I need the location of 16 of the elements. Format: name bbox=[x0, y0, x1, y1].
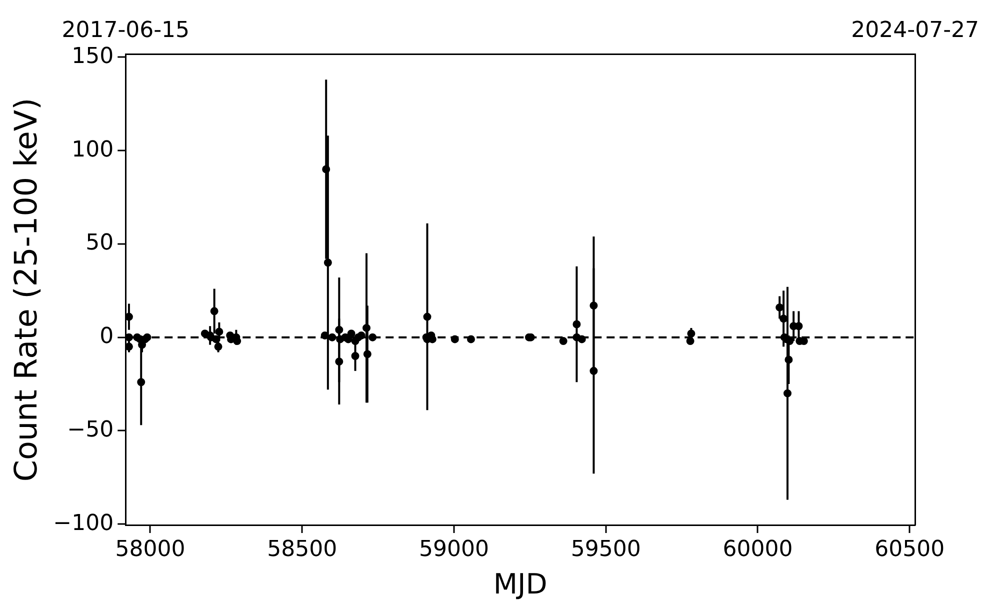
x-tick-label: 59000 bbox=[418, 536, 489, 562]
y-tick-label: 0 bbox=[100, 324, 114, 350]
x2-tick-label: 2024-07-27 bbox=[851, 18, 980, 43]
x-tick-label: 59500 bbox=[570, 536, 641, 562]
x2-tick-label: 2017-06-15 bbox=[62, 18, 190, 43]
y-tick-label: 50 bbox=[86, 230, 114, 256]
x-tick-label: 60500 bbox=[874, 536, 945, 562]
x-tick-label: 58000 bbox=[115, 536, 186, 562]
y-tick-label: 150 bbox=[72, 44, 114, 69]
x-tick-label: 58500 bbox=[267, 536, 338, 562]
y-axis-title: Count Rate (25-100 keV) bbox=[8, 98, 45, 482]
x-tick-label: 60000 bbox=[722, 536, 793, 562]
y-tick-label: −100 bbox=[53, 510, 114, 536]
y-tick-label: −50 bbox=[67, 417, 114, 442]
y-tick-label: 100 bbox=[72, 137, 114, 162]
x-axis-title: MJD bbox=[493, 567, 548, 600]
